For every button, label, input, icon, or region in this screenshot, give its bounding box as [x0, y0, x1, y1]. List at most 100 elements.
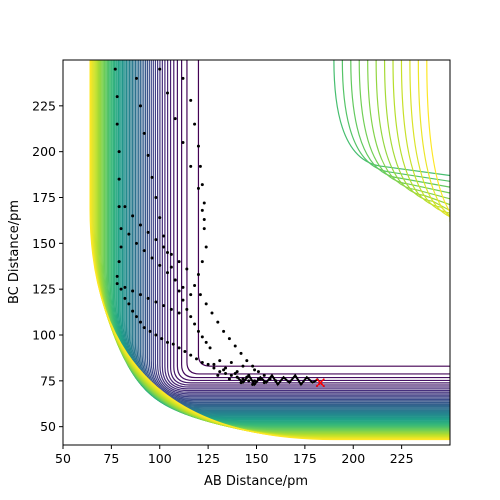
scatter-point [117, 177, 121, 181]
scatter-point [196, 273, 200, 276]
scatter-point [193, 122, 197, 126]
contour-line [181, 60, 450, 379]
scatter-point [204, 245, 208, 249]
scatter-point [162, 245, 166, 249]
contour-line [159, 60, 450, 393]
scatter-point [206, 362, 210, 366]
y-tick-label: 75 [40, 373, 56, 388]
scatter-point [256, 370, 260, 374]
scatter-point [131, 309, 135, 313]
trajectory-scatter [113, 67, 278, 386]
x-axis: 50 75 100 125 150 175 200 225 [55, 445, 414, 466]
scatter-point [200, 361, 204, 364]
contour-line [164, 60, 450, 390]
y-axis-label: BC Distance/pm [7, 200, 22, 304]
x-tick-label: 50 [55, 451, 71, 466]
contour-line [417, 60, 450, 234]
scatter-point [115, 122, 119, 126]
y-tick-label: 100 [32, 328, 56, 343]
scatter-point [142, 249, 146, 253]
contour-line [350, 60, 450, 188]
scatter-point [169, 265, 173, 269]
scatter-point [169, 307, 173, 311]
scatter-point [202, 201, 206, 205]
y-tick-label: 225 [32, 98, 56, 113]
scatter-point [216, 373, 220, 377]
contour-line [157, 60, 450, 395]
scatter-point [204, 302, 208, 306]
scatter-point [212, 362, 216, 366]
scatter-point [202, 227, 206, 231]
scatter-point [142, 326, 146, 330]
scatter-point [212, 366, 216, 370]
scatter-point [181, 141, 185, 144]
scatter-point [245, 359, 249, 363]
scatter-point [177, 311, 181, 315]
contour-line [150, 60, 450, 399]
scatter-point [229, 361, 233, 364]
scatter-point [189, 315, 193, 319]
scatter-point [177, 346, 181, 350]
scatter-point [123, 296, 127, 300]
scatter-point [193, 322, 197, 326]
scatter-point [181, 285, 185, 289]
y-tick-label: 175 [32, 190, 56, 205]
contour-line [152, 60, 450, 398]
scatter-point [251, 364, 255, 368]
scatter-point [224, 372, 228, 375]
scatter-point [135, 315, 139, 319]
x-axis-label: AB Distance/pm [204, 474, 308, 489]
scatter-point [193, 284, 197, 287]
end-marker-x [315, 378, 325, 388]
scatter-point [146, 296, 150, 300]
y-tick-label: 50 [40, 419, 56, 434]
scatter-point [200, 208, 204, 212]
scatter-point [148, 329, 152, 333]
scatter-point [227, 377, 231, 381]
contour-line [400, 60, 450, 223]
scatter-point [200, 335, 204, 339]
scatter-point [165, 340, 169, 344]
scatter-point [158, 263, 162, 267]
end-marker [315, 378, 325, 388]
contour-line [167, 60, 450, 388]
scatter-point [138, 223, 142, 227]
scatter-point [158, 67, 162, 71]
scatter-point [119, 245, 123, 249]
scatter-point [146, 230, 150, 234]
scatter-point [117, 260, 121, 264]
contour-line [186, 60, 450, 375]
scatter-point [189, 98, 193, 102]
scatter-point [165, 251, 169, 254]
scatter-point [189, 353, 193, 357]
scatter-point [241, 377, 245, 381]
scatter-point [229, 373, 233, 377]
scatter-point [177, 260, 181, 264]
scatter-point [181, 76, 185, 80]
scatter-point [183, 350, 187, 353]
scatter-point [123, 205, 127, 209]
scatter-point [162, 304, 166, 308]
trajectory-path [236, 373, 319, 387]
scatter-point [165, 91, 169, 95]
scatter-point [117, 205, 121, 209]
scatter-point [165, 271, 169, 275]
scatter-point [113, 67, 117, 71]
scatter-point [154, 238, 158, 242]
x-tick-label: 150 [245, 451, 269, 466]
scatter-point [171, 342, 175, 346]
scatter-point [138, 293, 142, 297]
scatter-point [204, 340, 208, 344]
scatter-point [142, 131, 146, 135]
scatter-point [115, 282, 119, 286]
scatter-point [224, 366, 228, 370]
scatter-point [127, 302, 131, 306]
scatter-point [115, 274, 119, 278]
scatter-point [138, 104, 142, 108]
scatter-point [239, 351, 243, 355]
scatter-point [131, 289, 135, 293]
scatter-point [177, 289, 181, 293]
scatter-point [216, 320, 220, 324]
contour-line [358, 60, 450, 194]
